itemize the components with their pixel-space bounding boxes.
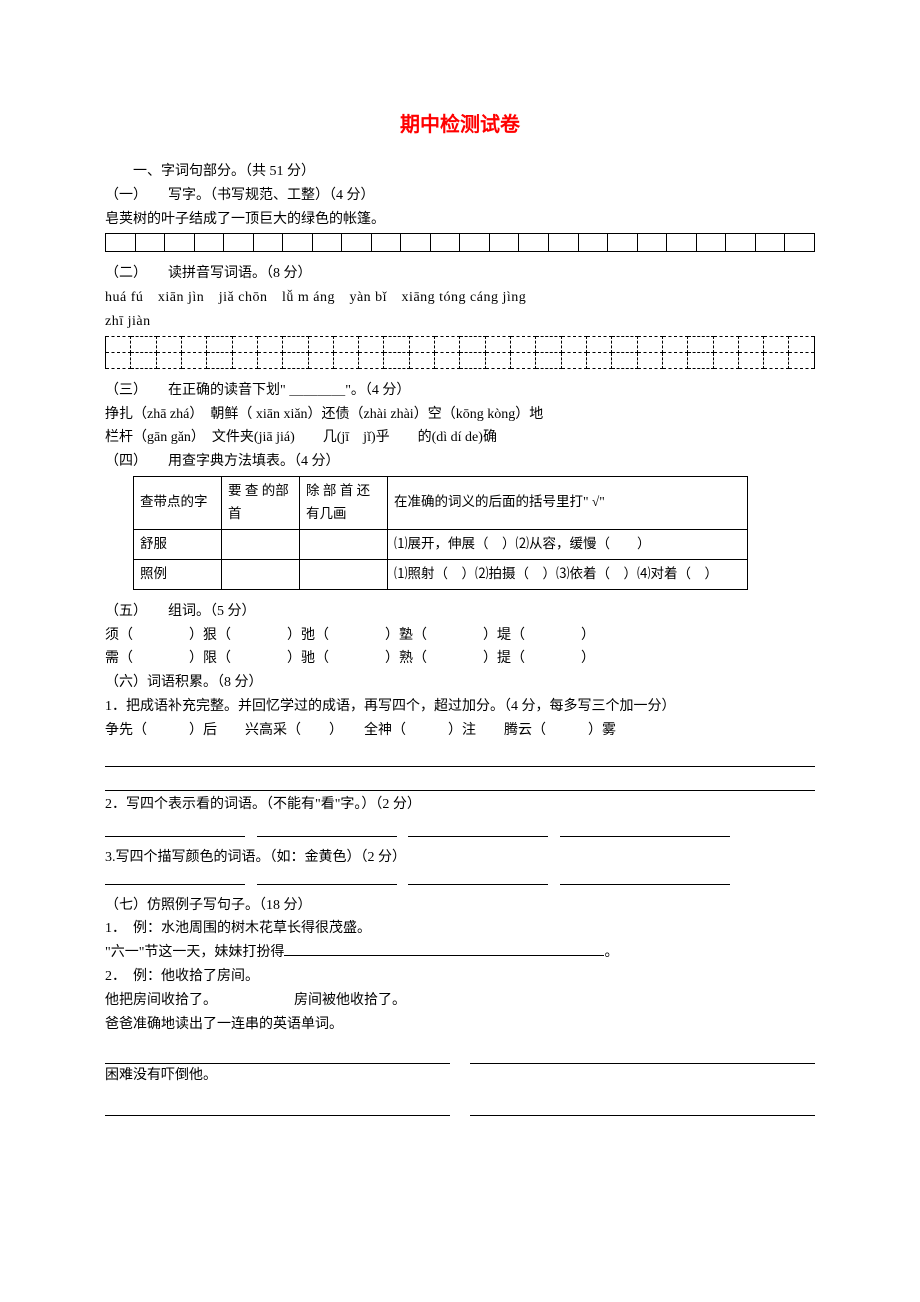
word-cell: 舒服 — [134, 529, 222, 559]
q7-1-prefix: "六一"节这一天，妹妹打扮得 — [105, 945, 284, 960]
answer-blank — [560, 871, 730, 885]
blank-cell — [222, 529, 300, 559]
answer-blank — [105, 1094, 450, 1116]
answer-blanks-row — [105, 870, 815, 894]
table-header-row: 查带点的字 要 查 的部首 除 部 首 还有几画 在准确的词义的后面的括号里打"… — [134, 476, 748, 529]
table-row: 照例 ⑴照射（ ）⑵拍摄（ ）⑶依着（ ）⑷对着（ ） — [134, 559, 748, 589]
section-1-heading: 一、字词句部分。（共 51 分） — [105, 160, 815, 184]
col-header-4: 在准确的词义的后面的括号里打" √" — [388, 476, 748, 529]
q7-heading: （七）仿照例子写句子。（18 分） — [105, 894, 815, 918]
q1-sentence: 皂荚树的叶子结成了一顶巨大的绿色的帐篷。 — [105, 208, 815, 232]
answer-blank — [105, 823, 245, 837]
pinyin-line-2: zhī jiàn — [105, 310, 815, 334]
answer-blank — [105, 745, 815, 767]
answer-blanks-row — [105, 1042, 815, 1064]
q6-2-text: 2．写四个表示看的词语。（不能有"看"字。）（2 分） — [105, 793, 815, 817]
q6-idioms: 争先（ ）后 兴高采（ ） 全神（ ）注 腾云（ ）雾 — [105, 719, 815, 743]
col-header-2: 要 查 的部首 — [222, 476, 300, 529]
q3-heading: （三） 在正确的读音下划" ＿＿＿＿"。（4 分） — [105, 379, 815, 403]
q7-3-prompt: 困难没有吓倒他。 — [105, 1064, 815, 1088]
definition-cell: ⑴照射（ ）⑵拍摄（ ）⑶依着（ ）⑷对着（ ） — [388, 559, 748, 589]
col-header-1: 查带点的字 — [134, 476, 222, 529]
answer-blank — [105, 871, 245, 885]
answer-blank — [470, 1094, 815, 1116]
answer-blank — [408, 823, 548, 837]
answer-blank — [105, 769, 815, 791]
q7-2-example: 2． 例：他收拾了房间。 — [105, 965, 815, 989]
word-cell: 照例 — [134, 559, 222, 589]
q7-1-answer: "六一"节这一天，妹妹打扮得 。 — [105, 941, 815, 965]
col-header-3: 除 部 首 还有几画 — [300, 476, 388, 529]
q7-2-prompt: 爸爸准确地读出了一连串的英语单词。 — [105, 1013, 815, 1037]
page-title: 期中检测试卷 — [105, 108, 815, 142]
table-row: 舒服 ⑴展开，伸展（ ）⑵从容，缓慢（ ） — [134, 529, 748, 559]
definition-cell: ⑴展开，伸展（ ）⑵从容，缓慢（ ） — [388, 529, 748, 559]
q6-heading: （六）词语积累。（8 分） — [105, 671, 815, 695]
q5-heading: （五） 组词。（5 分） — [105, 600, 815, 624]
q7-1-suffix: 。 — [604, 945, 618, 960]
q4-heading: （四） 用查字典方法填表。（4 分） — [105, 450, 815, 474]
answer-blank — [257, 823, 397, 837]
blank-cell — [222, 559, 300, 589]
answer-blank — [560, 823, 730, 837]
q1-heading: （一） 写字。（书写规范、工整）（4 分） — [105, 184, 815, 208]
q7-1-example: 1． 例：水池周围的树木花草长得很茂盛。 — [105, 917, 815, 941]
q6-3-text: 3.写四个描写颜色的词语。（如：金黄色）（2 分） — [105, 846, 815, 870]
q2-heading: （二） 读拼音写词语。（8 分） — [105, 262, 815, 286]
dictionary-table: 查带点的字 要 查 的部首 除 部 首 还有几画 在准确的词义的后面的括号里打"… — [133, 476, 748, 590]
writing-grid-2 — [105, 336, 815, 369]
writing-grid-1 — [105, 233, 815, 252]
q7-2-transforms: 他把房间收拾了。 房间被他收拾了。 — [105, 989, 815, 1013]
answer-blanks-row — [105, 1094, 815, 1116]
blank-cell — [300, 559, 388, 589]
answer-blank — [408, 871, 548, 885]
answer-blanks-row — [105, 822, 815, 846]
answer-blank — [470, 1042, 815, 1064]
q5-row-1: 须（ ）狠（ ）弛（ ）塾（ ）堤（ ） — [105, 624, 815, 648]
blank-cell — [300, 529, 388, 559]
q3-line-2: 栏杆（gān gǎn） 文件夹(jiā jiá) 几(jī jǐ)乎 的(dì … — [105, 426, 815, 450]
q3-line-1: 挣扎（zhā zhá） 朝鲜（ xiān xiǎn）还债（zhài zhài）空… — [105, 403, 815, 427]
answer-blank — [105, 1042, 450, 1064]
pinyin-line-1: huá fú xiān jìn jiǎ chōn lǚ m áng yàn bǐ… — [105, 286, 815, 310]
answer-blank — [257, 871, 397, 885]
answer-blank — [284, 942, 604, 956]
q5-row-2: 需（ ）限（ ）驰（ ）熟（ ）提（ ） — [105, 647, 815, 671]
q6-1-text: 1．把成语补充完整。并回忆学过的成语，再写四个，超过加分。（4 分，每多写三个加… — [105, 695, 815, 719]
